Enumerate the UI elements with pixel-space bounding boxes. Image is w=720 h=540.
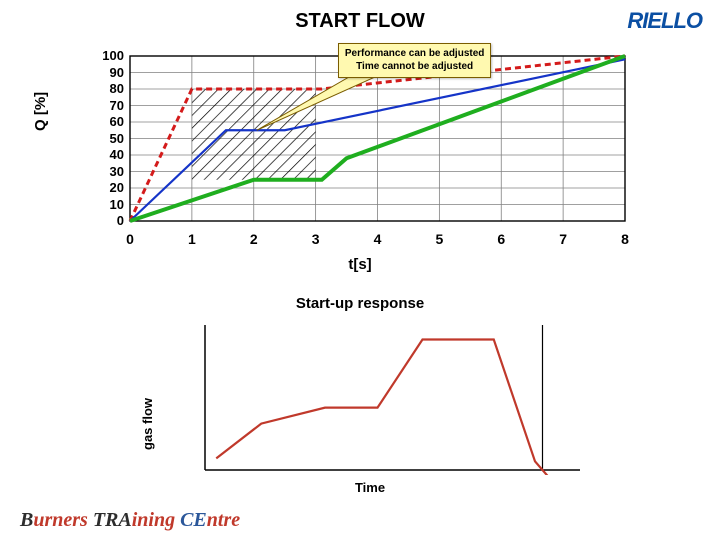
footer-branding: Burners TRAining CEntre <box>16 509 244 532</box>
footer-piece: ntre <box>207 509 240 531</box>
startup-response-chart: gas flow Time <box>150 320 590 500</box>
chart1-ytick: 100 <box>94 48 124 63</box>
chart1-xtick: 2 <box>244 231 264 247</box>
chart1-ytick: 80 <box>94 81 124 96</box>
chart1-ytick: 0 <box>94 213 124 228</box>
chart1-xtick: 6 <box>491 231 511 247</box>
chart1-xtick: 3 <box>306 231 326 247</box>
chart1-ytick: 10 <box>94 197 124 212</box>
start-flow-chart: Q [%] 1009080706050403020100 012345678 t… <box>70 46 650 286</box>
chart1-ytick: 90 <box>94 65 124 80</box>
chart2-ylabel: gas flow <box>140 398 155 450</box>
chart1-ytick: 40 <box>94 147 124 162</box>
brand-logo: RIELLO <box>627 8 702 34</box>
chart1-xtick: 0 <box>120 231 140 247</box>
chart1-ylabel: Q [%] <box>32 92 49 131</box>
footer-piece: urners <box>33 509 92 531</box>
chart1-xtick: 5 <box>429 231 449 247</box>
callout-line2: Time cannot be adjusted <box>345 61 485 74</box>
chart2-xlabel: Time <box>150 480 590 495</box>
footer-piece: TRA <box>93 509 132 531</box>
chart1-xtick: 4 <box>368 231 388 247</box>
chart2-svg <box>150 320 590 475</box>
chart1-ytick: 20 <box>94 180 124 195</box>
footer-piece: ining <box>132 509 180 531</box>
page-title: START FLOW <box>0 10 720 33</box>
footer-piece: B <box>20 509 33 531</box>
chart1-ytick: 70 <box>94 98 124 113</box>
chart1-xtick: 7 <box>553 231 573 247</box>
chart1-xtick: 8 <box>615 231 635 247</box>
chart1-ytick: 50 <box>94 131 124 146</box>
chart1-ytick: 30 <box>94 164 124 179</box>
chart1-xtick: 1 <box>182 231 202 247</box>
chart1-ytick: 60 <box>94 114 124 129</box>
callout-line1: Performance can be adjusted <box>345 48 485 61</box>
chart1-xlabel: t[s] <box>70 256 650 273</box>
callout-box: Performance can be adjusted Time cannot … <box>338 43 492 78</box>
footer-piece: CE <box>180 509 207 531</box>
chart2-title: Start-up response <box>0 295 720 312</box>
